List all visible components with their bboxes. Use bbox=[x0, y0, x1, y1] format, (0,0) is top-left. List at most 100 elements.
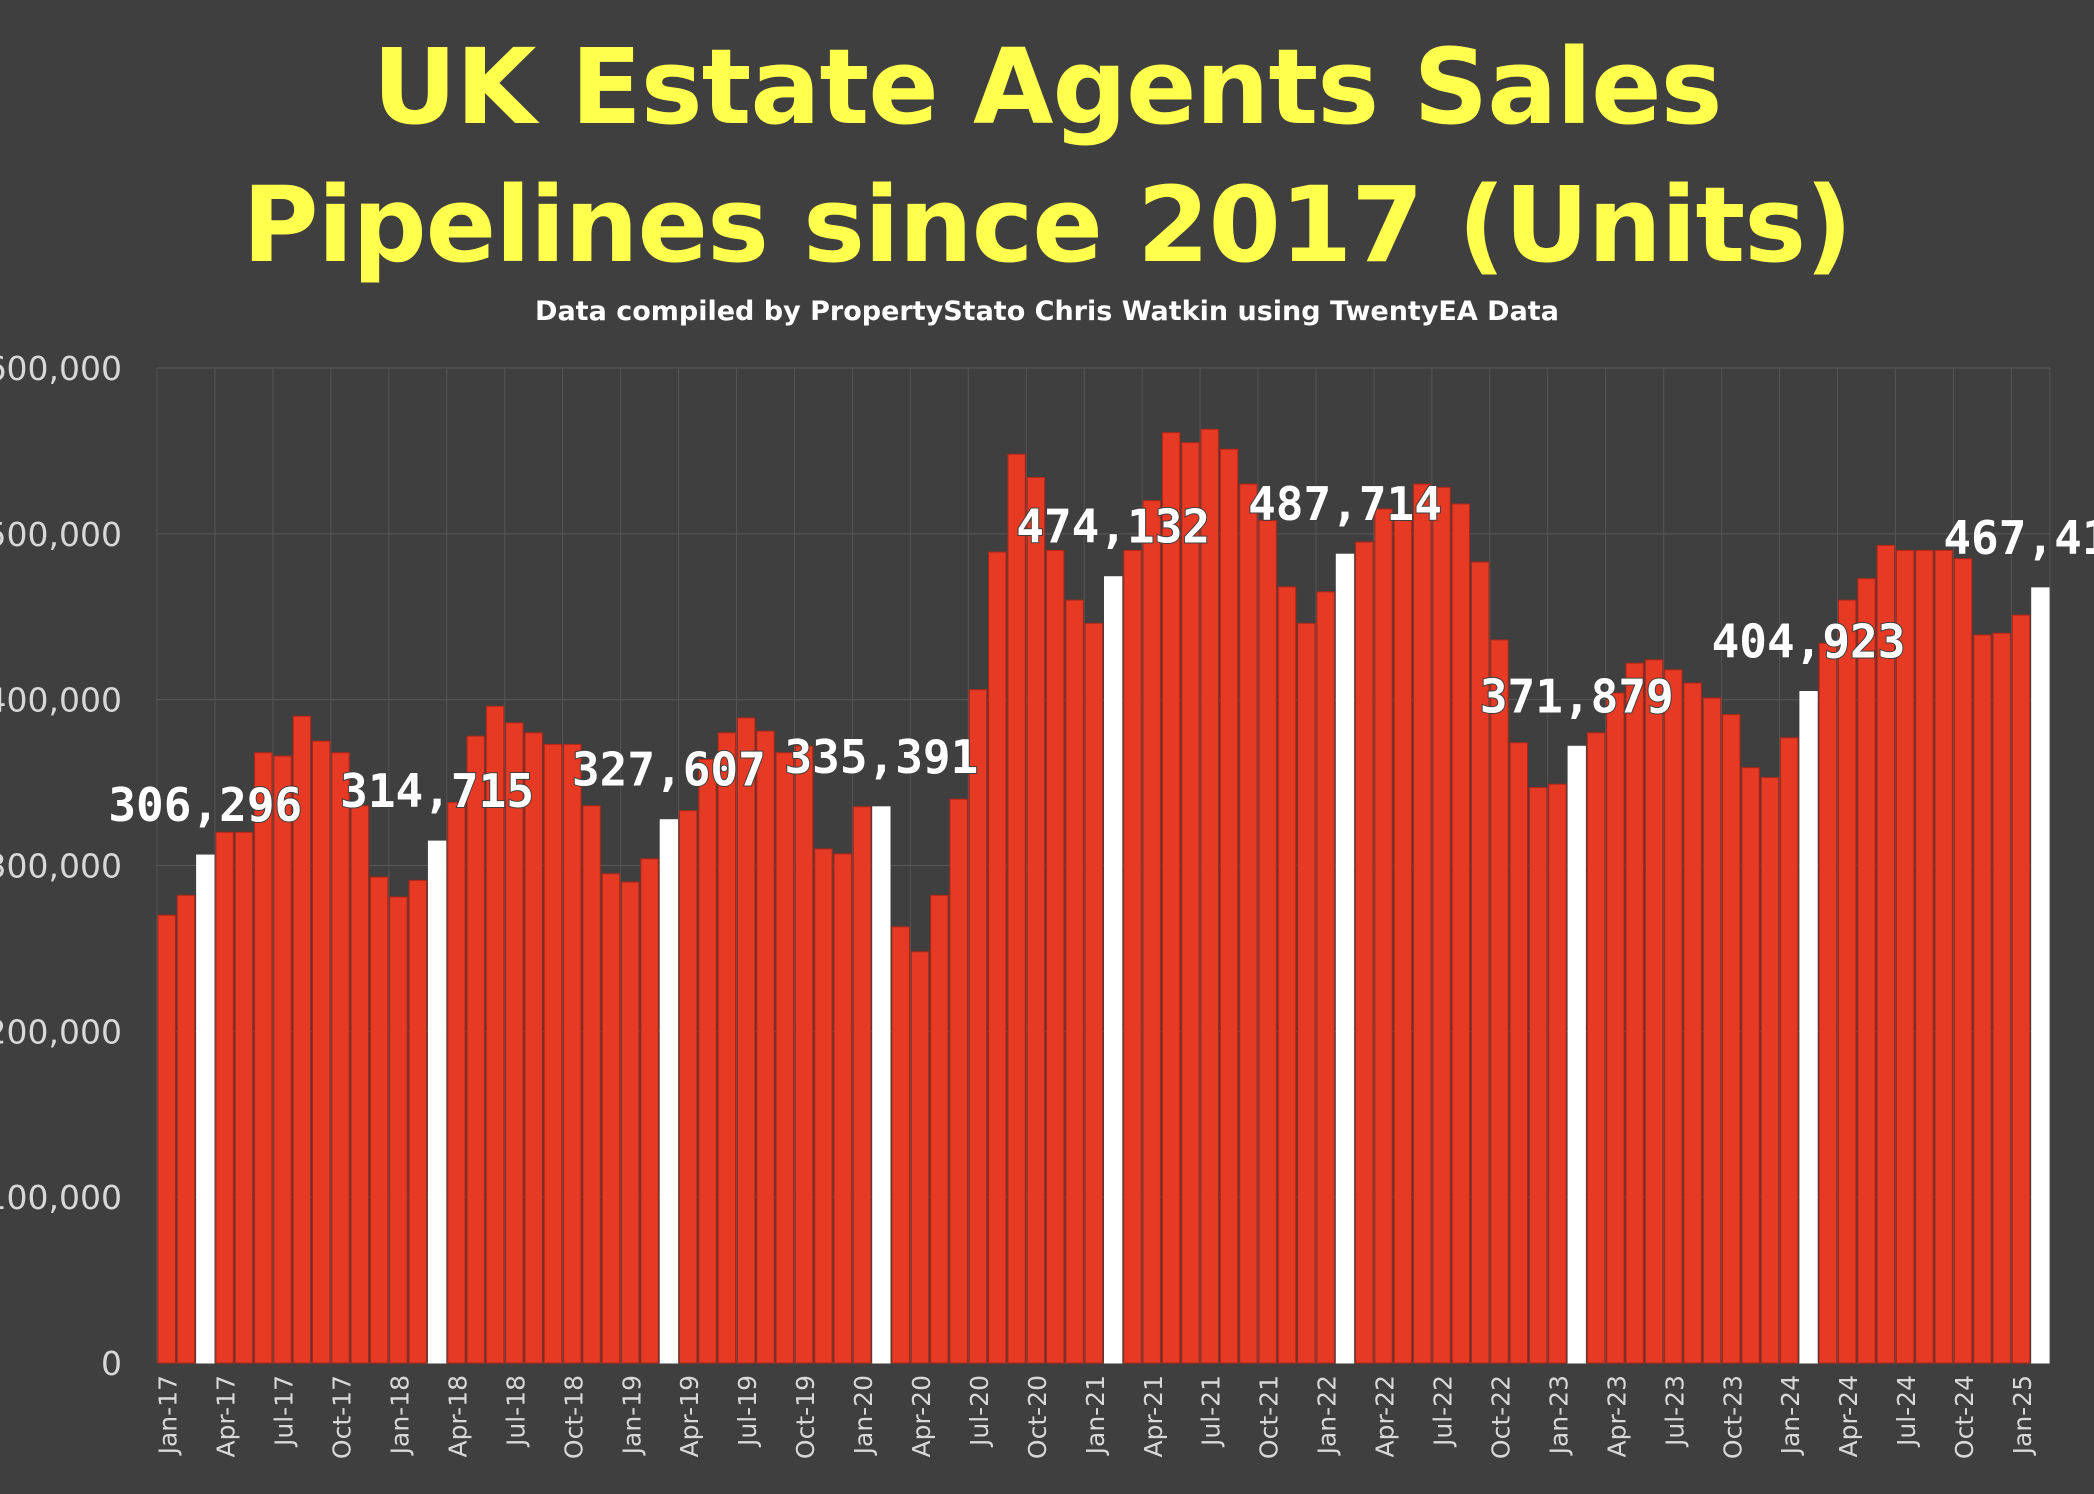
x-tick-label: Jul-22 bbox=[1429, 1375, 1458, 1448]
bar bbox=[1471, 561, 1490, 1364]
bar bbox=[833, 853, 852, 1364]
x-tick-label: Jan-18 bbox=[386, 1375, 415, 1456]
bar bbox=[1239, 483, 1258, 1364]
bar bbox=[930, 894, 949, 1364]
bar bbox=[543, 743, 563, 1364]
bar bbox=[679, 810, 698, 1364]
data-label: 487,714 bbox=[1248, 477, 1442, 531]
chart-title-line-1: UK Estate Agents Sales bbox=[372, 26, 1722, 148]
x-tick-label: Oct-21 bbox=[1255, 1375, 1284, 1459]
chart-subtitle: Data compiled by PropertyStato Chris Wat… bbox=[535, 296, 1559, 327]
bar bbox=[852, 806, 872, 1364]
x-tick-label: Jan-21 bbox=[1081, 1375, 1110, 1456]
bar bbox=[215, 831, 234, 1364]
data-label: 314,715 bbox=[340, 764, 534, 818]
bar-highlighted bbox=[1567, 745, 1586, 1364]
x-tick-label: Jul-19 bbox=[733, 1375, 762, 1448]
x-tick-label: Oct-20 bbox=[1023, 1375, 1052, 1459]
bar bbox=[1548, 783, 1567, 1364]
x-tick-label: Jan-17 bbox=[154, 1375, 183, 1456]
bar bbox=[563, 743, 582, 1364]
bar bbox=[2011, 614, 2031, 1364]
y-tick-label: 600,000 bbox=[0, 349, 122, 388]
y-tick-label: 300,000 bbox=[0, 847, 122, 886]
bar bbox=[1355, 541, 1374, 1364]
bar bbox=[1316, 591, 1335, 1364]
bar bbox=[1432, 486, 1451, 1364]
bar bbox=[949, 798, 968, 1364]
x-tick-label: Apr-23 bbox=[1602, 1375, 1631, 1457]
bar bbox=[1876, 544, 1895, 1364]
data-label: 467,414 bbox=[1943, 511, 2094, 565]
bar bbox=[891, 926, 910, 1364]
bar bbox=[1644, 659, 1664, 1364]
bar bbox=[1702, 697, 1722, 1364]
x-axis: Jan-17 Apr-17 Jul-17 Oct-17 Jan-18 Apr-18 Jul-… bbox=[154, 1375, 2037, 1459]
x-tick-label: Jan-25 bbox=[2008, 1375, 2037, 1456]
bar bbox=[1625, 662, 1644, 1364]
bar bbox=[1722, 714, 1741, 1364]
bars bbox=[157, 428, 2050, 1364]
bar bbox=[1992, 632, 2011, 1364]
bar bbox=[350, 805, 369, 1364]
x-tick-label: Jan-23 bbox=[1544, 1375, 1573, 1456]
x-tick-label: Jul-20 bbox=[965, 1375, 994, 1448]
bar bbox=[1084, 622, 1104, 1364]
bar bbox=[1586, 732, 1606, 1364]
bar bbox=[1528, 787, 1548, 1364]
bar bbox=[1780, 737, 1799, 1364]
x-tick-label: Jan-20 bbox=[849, 1375, 878, 1456]
bar bbox=[1393, 516, 1413, 1364]
bar-highlighted bbox=[1335, 553, 1355, 1364]
bar bbox=[1123, 549, 1142, 1364]
bar bbox=[775, 752, 794, 1364]
bar bbox=[1838, 599, 1857, 1364]
bar bbox=[524, 732, 543, 1364]
x-tick-label: Jul-23 bbox=[1660, 1375, 1689, 1448]
x-tick-label: Apr-21 bbox=[1139, 1375, 1168, 1457]
bar bbox=[1219, 448, 1239, 1364]
bar bbox=[447, 801, 466, 1364]
bar-highlighted bbox=[1104, 576, 1123, 1364]
bar bbox=[273, 755, 292, 1364]
bar bbox=[1818, 642, 1838, 1364]
bar bbox=[466, 735, 485, 1364]
bar bbox=[369, 876, 389, 1364]
bar bbox=[1741, 767, 1760, 1364]
bar bbox=[1026, 476, 1046, 1364]
bar bbox=[1258, 520, 1277, 1364]
bar bbox=[1490, 639, 1509, 1364]
bar bbox=[157, 914, 176, 1364]
bar bbox=[1683, 682, 1702, 1364]
x-tick-label: Apr-20 bbox=[907, 1375, 936, 1457]
bar bbox=[1606, 692, 1625, 1364]
data-label: 474,132 bbox=[1016, 500, 1210, 554]
x-tick-label: Oct-23 bbox=[1718, 1375, 1747, 1459]
x-tick-label: Jan-24 bbox=[1776, 1375, 1805, 1456]
bar bbox=[1374, 508, 1393, 1364]
bar bbox=[254, 752, 273, 1364]
bar bbox=[1973, 634, 1992, 1364]
bar bbox=[1297, 622, 1316, 1364]
bar-highlighted bbox=[1799, 691, 1818, 1364]
bar bbox=[1915, 549, 1934, 1364]
bar-highlighted bbox=[427, 840, 447, 1364]
x-tick-label: Jul-21 bbox=[1197, 1375, 1226, 1448]
bar bbox=[910, 951, 930, 1364]
y-tick-label: 100,000 bbox=[0, 1178, 122, 1217]
x-tick-label: Apr-19 bbox=[675, 1375, 704, 1457]
bar bbox=[331, 752, 350, 1364]
x-tick-label: Oct-22 bbox=[1487, 1375, 1516, 1459]
bar bbox=[1065, 599, 1084, 1364]
data-label: 327,607 bbox=[572, 743, 766, 797]
bar bbox=[698, 758, 717, 1364]
data-label: 404,923 bbox=[1712, 615, 1906, 669]
bar bbox=[717, 732, 736, 1364]
x-tick-label: Oct-24 bbox=[1950, 1375, 1979, 1459]
bar bbox=[1181, 442, 1200, 1364]
bar-highlighted bbox=[2031, 587, 2050, 1364]
bar bbox=[1664, 669, 1683, 1364]
x-tick-label: Apr-17 bbox=[212, 1375, 241, 1457]
x-tick-label: Apr-22 bbox=[1371, 1375, 1400, 1457]
